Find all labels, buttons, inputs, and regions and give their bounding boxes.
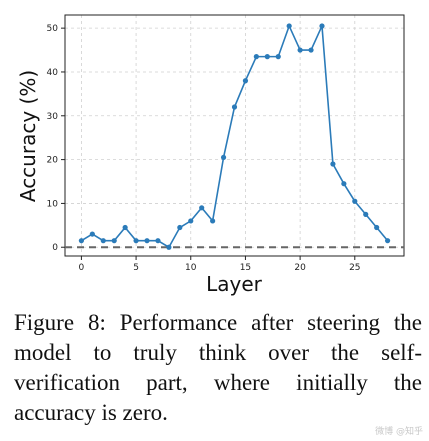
tick-labels: 0 5 10 15 20 25 0 10 20 30 40 50 <box>47 24 361 273</box>
data-point <box>275 54 281 60</box>
watermark: 微博 @知乎 <box>375 427 423 437</box>
plot-frame <box>64 14 405 257</box>
data-point <box>297 47 303 53</box>
data-point <box>89 231 95 237</box>
x-tick-label: 25 <box>349 263 360 273</box>
y-tick-label: 10 <box>47 199 59 209</box>
y-axis-label: Accuracy (%) <box>16 70 40 202</box>
data-point <box>155 238 161 244</box>
data-point <box>341 181 347 187</box>
data-point <box>220 154 227 161</box>
figure-caption: Figure 8: Performance after steering the… <box>14 310 422 425</box>
data-point <box>144 238 150 244</box>
data-point <box>133 238 139 244</box>
data-point <box>78 238 85 244</box>
data-point <box>231 104 238 110</box>
data-point <box>188 218 194 224</box>
data-point <box>352 198 358 204</box>
data-point <box>199 205 205 211</box>
data-point <box>242 78 249 84</box>
series-line <box>80 23 389 249</box>
x-tick-label: 0 <box>79 263 85 273</box>
data-point <box>363 211 369 217</box>
x-tick-label: 15 <box>240 263 251 273</box>
y-tick-label: 30 <box>47 112 59 122</box>
accuracy-series <box>78 23 391 250</box>
y-tick-label: 40 <box>47 68 59 78</box>
data-point <box>166 244 172 250</box>
data-point <box>374 224 380 231</box>
data-point <box>100 238 106 244</box>
x-axis-label: Layer <box>206 272 263 296</box>
axes <box>64 14 405 257</box>
data-point <box>122 224 128 231</box>
data-point <box>177 224 183 231</box>
data-point <box>319 23 325 29</box>
data-point <box>286 23 292 29</box>
accuracy-chart: 0 5 10 15 20 25 0 10 20 30 40 50 Layer Accuracy (%) <box>16 14 405 296</box>
x-tick-label: 5 <box>133 263 139 273</box>
x-tick-label: 10 <box>185 263 197 273</box>
data-point <box>308 47 314 53</box>
y-tick-label: 50 <box>47 24 59 34</box>
y-tick-label: 20 <box>47 156 59 166</box>
x-tick-label: 20 <box>294 263 306 273</box>
data-point <box>330 161 336 167</box>
data-point <box>210 218 216 224</box>
data-point <box>111 238 117 244</box>
data-point <box>384 238 391 244</box>
data-point <box>253 54 259 60</box>
y-tick-label: 0 <box>52 243 58 253</box>
data-point <box>264 54 270 60</box>
grid-lines <box>65 15 404 256</box>
